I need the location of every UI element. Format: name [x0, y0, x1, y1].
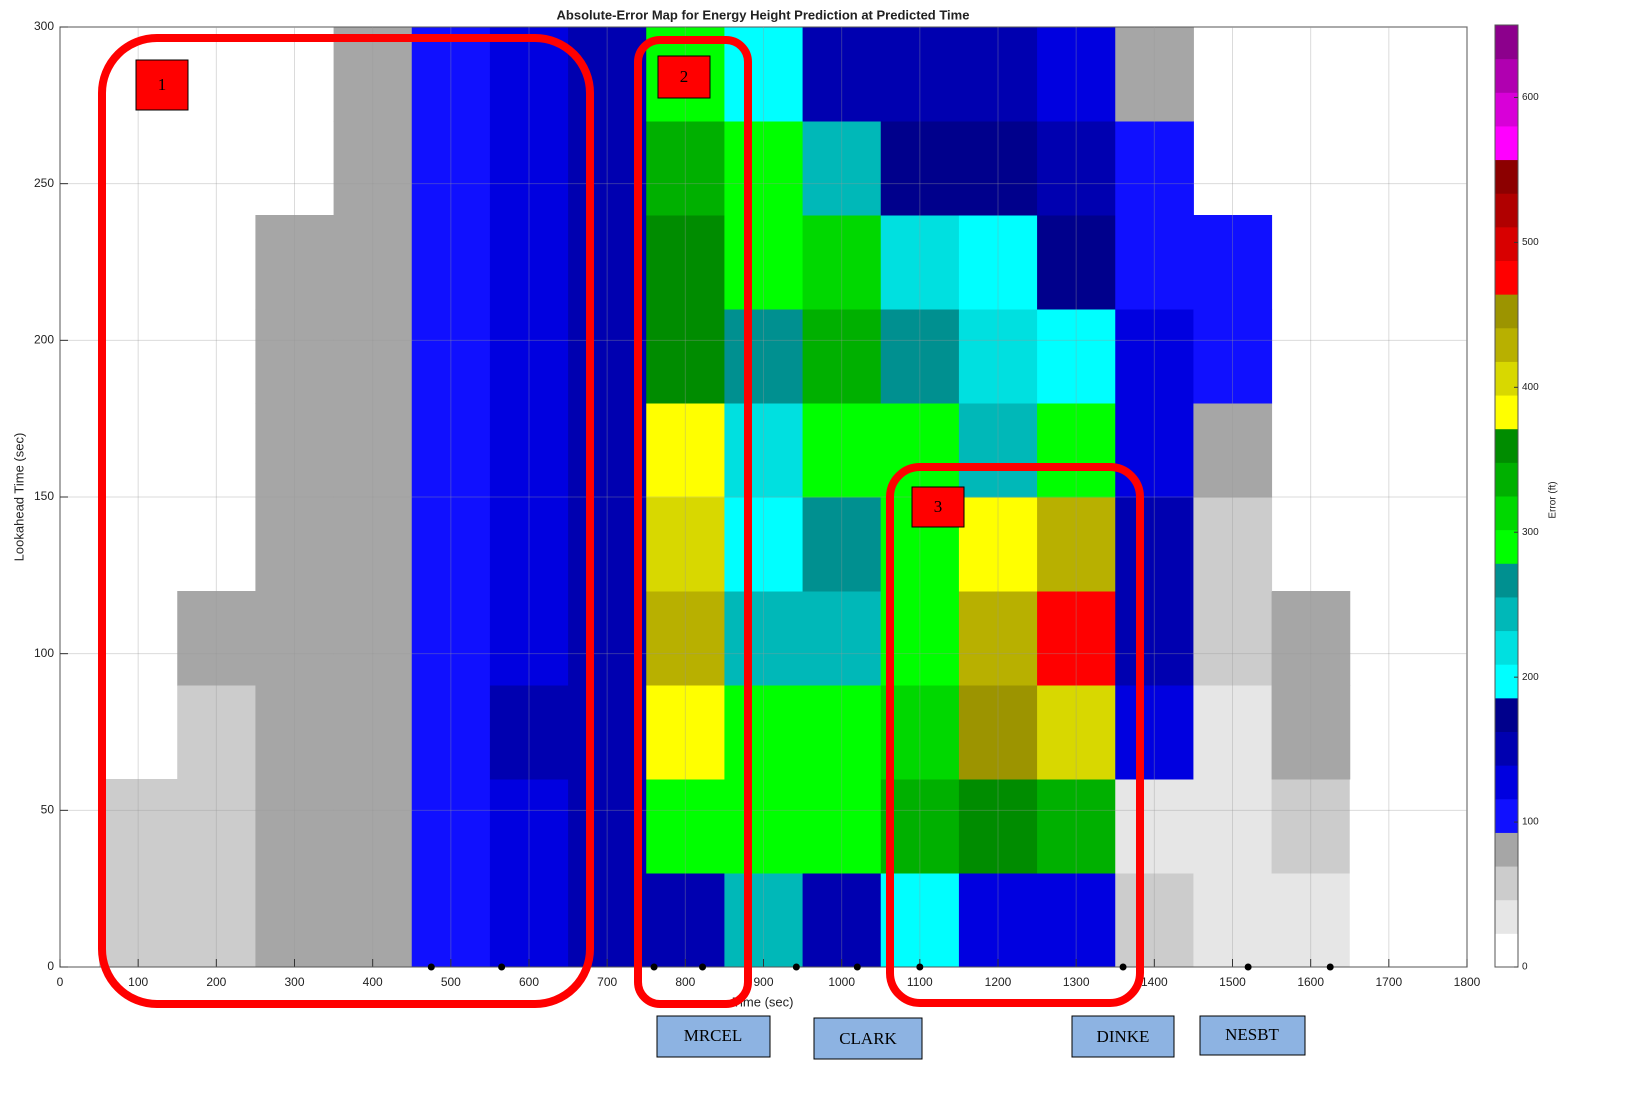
- y-tick-label: 50: [41, 803, 55, 817]
- colorbar-swatch: [1495, 328, 1518, 362]
- colorbar-swatch: [1495, 59, 1518, 93]
- colorbar-swatch: [1495, 866, 1518, 900]
- waypoint-marker: [916, 964, 923, 971]
- colorbar-swatch: [1495, 799, 1518, 833]
- colorbar-swatch: [1495, 462, 1518, 496]
- colorbar-swatch: [1495, 395, 1518, 429]
- waypoint-marker: [854, 964, 861, 971]
- y-tick-label: 300: [34, 19, 54, 33]
- colorbar-swatch: [1495, 832, 1518, 866]
- x-tick-label: 400: [363, 975, 383, 989]
- colorbar-swatch: [1495, 933, 1518, 967]
- x-tick-label: 1500: [1219, 975, 1246, 989]
- x-tick-label: 1200: [985, 975, 1012, 989]
- x-tick-label: 1300: [1063, 975, 1090, 989]
- x-tick-label: 100: [128, 975, 148, 989]
- colorbar-swatch: [1495, 227, 1518, 261]
- y-tick-label: 250: [34, 176, 54, 190]
- colorbar-swatch: [1495, 25, 1518, 59]
- colorbar-tick-label: 600: [1522, 92, 1539, 103]
- x-tick-label: 1700: [1375, 975, 1402, 989]
- waypoint-marker: [1120, 964, 1127, 971]
- y-tick-label: 200: [34, 333, 54, 347]
- colorbar-swatch: [1495, 361, 1518, 395]
- x-tick-label: 300: [284, 975, 304, 989]
- waypoint-marker: [428, 964, 435, 971]
- waypoint-name: MRCEL: [684, 1026, 743, 1045]
- colorbar-swatch: [1495, 193, 1518, 227]
- waypoint-name: DINKE: [1097, 1027, 1150, 1046]
- x-tick-label: 500: [441, 975, 461, 989]
- waypoint-marker: [1327, 964, 1334, 971]
- x-tick-label: 1600: [1297, 975, 1324, 989]
- y-tick-label: 0: [47, 959, 54, 973]
- colorbar-swatch: [1495, 496, 1518, 530]
- x-tick-label: 1100: [907, 975, 933, 989]
- colorbar-swatch: [1495, 900, 1518, 934]
- waypoint-marker: [651, 964, 658, 971]
- x-tick-label: 200: [206, 975, 226, 989]
- colorbar-tick-label: 400: [1522, 382, 1539, 393]
- waypoint-name: NESBT: [1225, 1025, 1279, 1044]
- colorbar-tick-label: 0: [1522, 962, 1528, 973]
- chart: 0100200300400500600700800900100011001200…: [0, 0, 1645, 1109]
- waypoint-marker: [699, 964, 706, 971]
- colorbar-swatch: [1495, 160, 1518, 194]
- region-number: 2: [680, 67, 689, 86]
- colorbar-swatch: [1495, 631, 1518, 665]
- colorbar-swatch: [1495, 294, 1518, 328]
- colorbar-swatch: [1495, 563, 1518, 597]
- x-tick-label: 1000: [828, 975, 855, 989]
- x-tick-label: 800: [675, 975, 695, 989]
- region-number: 1: [158, 75, 167, 94]
- x-tick-label: 700: [597, 975, 617, 989]
- waypoint-marker: [1245, 964, 1252, 971]
- chart-title: Absolute-Error Map for Energy Height Pre…: [557, 7, 970, 22]
- x-tick-label: 1400: [1141, 975, 1168, 989]
- colorbar-swatch: [1495, 732, 1518, 766]
- x-tick-label: 600: [519, 975, 539, 989]
- y-axis-label: Lookahead Time (sec): [11, 433, 26, 562]
- colorbar-tick-label: 500: [1522, 237, 1539, 248]
- waypoint-tags: MRCEL CLARK DINKE NESBT: [657, 1016, 1305, 1059]
- y-tick-label: 100: [34, 646, 54, 660]
- region-number: 3: [934, 497, 943, 516]
- colorbar-tick-label: 100: [1522, 817, 1539, 828]
- colorbar-swatch: [1495, 429, 1518, 463]
- colorbar-swatch: [1495, 597, 1518, 631]
- y-tick-label: 150: [34, 489, 54, 503]
- x-tick-label: 1800: [1454, 975, 1481, 989]
- colorbar-swatch: [1495, 765, 1518, 799]
- colorbar-swatch: [1495, 530, 1518, 564]
- colorbar-swatch: [1495, 126, 1518, 160]
- waypoint-marker: [498, 964, 505, 971]
- colorbar-swatch: [1495, 261, 1518, 295]
- waypoint-name: CLARK: [839, 1029, 897, 1048]
- colorbar-tick-label: 300: [1522, 527, 1539, 538]
- colorbar-label: Error (ft): [1548, 481, 1559, 518]
- x-tick-label: 900: [753, 975, 773, 989]
- colorbar-swatch: [1495, 698, 1518, 732]
- x-tick-label: 0: [57, 975, 64, 989]
- colorbar-tick-label: 200: [1522, 672, 1539, 683]
- colorbar-swatch: [1495, 664, 1518, 698]
- waypoint-marker: [793, 964, 800, 971]
